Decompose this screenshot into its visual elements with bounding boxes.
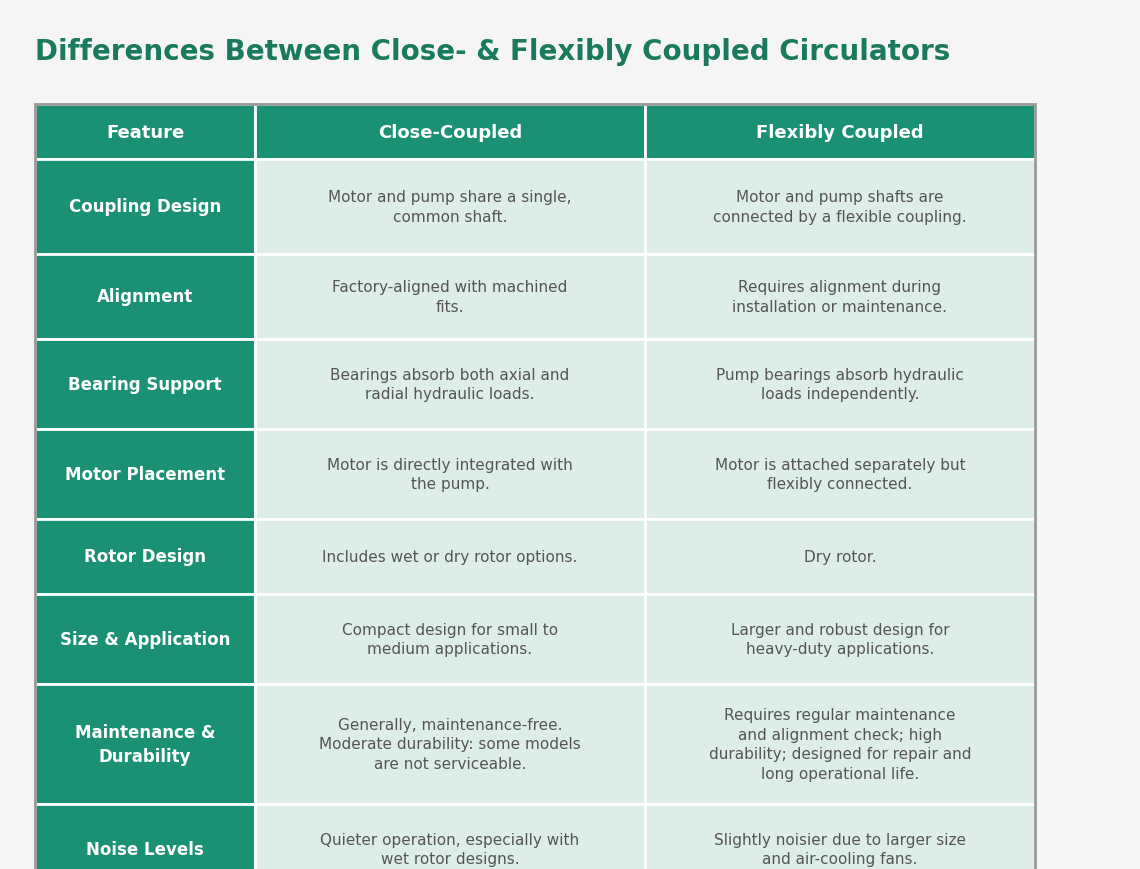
Bar [645,520,1035,594]
Text: Close-Coupled: Close-Coupled [377,123,522,142]
Bar [35,160,255,255]
Bar [645,804,1035,869]
Bar [35,340,255,429]
Bar [255,684,645,804]
Text: Size & Application: Size & Application [59,630,230,648]
Bar [645,684,1035,804]
Bar [35,255,255,340]
Bar [255,340,645,429]
Bar [645,105,1035,160]
Text: Requires regular maintenance
and alignment check; high
durability; designed for : Requires regular maintenance and alignme… [709,707,971,781]
Text: Feature: Feature [106,123,185,142]
Text: Requires alignment during
installation or maintenance.: Requires alignment during installation o… [733,280,947,315]
Bar [35,105,255,160]
Text: Dry rotor.: Dry rotor. [804,549,877,564]
Text: Motor is directly integrated with
the pump.: Motor is directly integrated with the pu… [327,457,573,492]
Bar [35,520,255,594]
Bar [35,105,1035,869]
Bar [645,160,1035,255]
Text: Alignment: Alignment [97,289,193,306]
Text: Larger and robust design for
heavy-duty applications.: Larger and robust design for heavy-duty … [731,622,950,657]
Text: Quieter operation, especially with
wet rotor designs.: Quieter operation, especially with wet r… [320,832,579,866]
Text: Coupling Design: Coupling Design [68,198,221,216]
Bar [645,594,1035,684]
Text: Slightly noisier due to larger size
and air-cooling fans.: Slightly noisier due to larger size and … [714,832,966,866]
Text: Bearing Support: Bearing Support [68,375,222,394]
Bar [255,429,645,520]
Text: Motor is attached separately but
flexibly connected.: Motor is attached separately but flexibl… [715,457,966,492]
Bar [645,340,1035,429]
Text: Differences Between Close- & Flexibly Coupled Circulators: Differences Between Close- & Flexibly Co… [35,38,951,66]
Text: Generally, maintenance-free.
Moderate durability: some models
are not serviceabl: Generally, maintenance-free. Moderate du… [319,717,581,772]
Bar [255,160,645,255]
Bar [35,594,255,684]
Text: Pump bearings absorb hydraulic
loads independently.: Pump bearings absorb hydraulic loads ind… [716,368,964,402]
Bar [35,684,255,804]
Bar [255,255,645,340]
Bar [255,520,645,594]
Text: Bearings absorb both axial and
radial hydraulic loads.: Bearings absorb both axial and radial hy… [331,368,570,402]
Text: Motor and pump shafts are
connected by a flexible coupling.: Motor and pump shafts are connected by a… [714,190,967,225]
Bar [255,105,645,160]
Bar [645,255,1035,340]
Text: Includes wet or dry rotor options.: Includes wet or dry rotor options. [323,549,578,564]
Bar [255,594,645,684]
Bar [255,804,645,869]
Text: Motor and pump share a single,
common shaft.: Motor and pump share a single, common sh… [328,190,572,225]
Text: Rotor Design: Rotor Design [84,547,206,566]
Text: Noise Levels: Noise Levels [87,840,204,858]
Text: Motor Placement: Motor Placement [65,466,225,483]
Bar [35,429,255,520]
Bar [35,804,255,869]
Text: Flexibly Coupled: Flexibly Coupled [756,123,923,142]
Text: Compact design for small to
medium applications.: Compact design for small to medium appli… [342,622,559,657]
Bar [645,429,1035,520]
Text: Maintenance &
Durability: Maintenance & Durability [75,723,215,765]
Text: Factory-aligned with machined
fits.: Factory-aligned with machined fits. [333,280,568,315]
